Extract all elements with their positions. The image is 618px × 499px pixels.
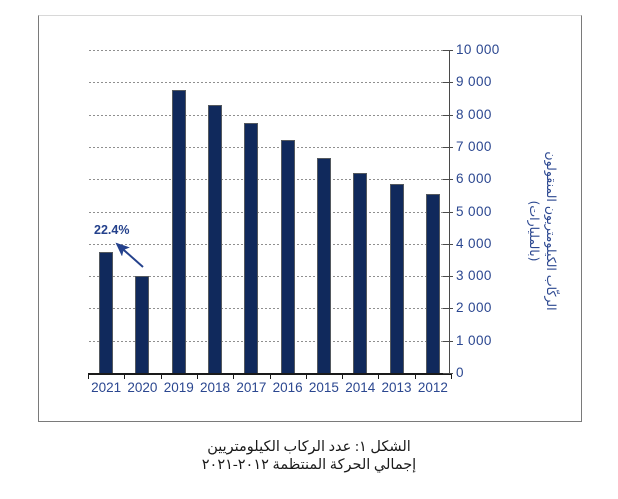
x-tick-labels-layer: 2021 2020 2019 2018 2017 2016 2015 2014 2013 2012 [39,16,581,421]
bar-2017 [244,122,259,373]
y-tick-4000 [443,243,453,245]
y-tick-9000 [443,82,453,84]
x-tick-label-2017: 2017 [236,380,267,395]
figure-caption: الشكل ١: عدد الركاب الكيلومتريين إجمالي … [0,438,618,474]
y-tick-label-4000: 4 000 [456,235,492,251]
x-tick-label-2013: 2013 [381,380,412,395]
y-tick-2000 [443,308,453,310]
bar-2016 [280,140,295,373]
y-tick-8000 [443,114,453,116]
y-axis-title-line1: الركّاب الكيلومتريون المنقولون [544,151,559,311]
x-tick-label-2021: 2021 [91,380,122,395]
y-tick-label-6000: 6 000 [456,171,492,187]
x-tick-1 [124,374,126,379]
y-tick-label-0: 0 [456,365,464,380]
x-tick-9 [414,374,416,379]
y-tick-6000 [443,179,453,181]
y-tick-label-9000: 9 000 [456,74,492,90]
y-tick-label-3000: 3 000 [456,268,492,284]
y-tick-3000 [443,276,453,278]
y-tick-7000 [443,146,453,148]
x-tick-7 [342,374,344,379]
gridline-7000 [89,146,449,148]
gridline-9000 [89,82,449,84]
y-tick-5000 [443,211,453,213]
x-tick-4 [233,374,235,379]
gridline-5000 [89,211,449,213]
bar-2019 [171,90,186,373]
caption-line2: إجمالي الحركة المنتظمة ٢٠١٢-٢٠٢١ [201,457,417,473]
y-ticks-layer [39,16,581,421]
chart-frame: 0 1 000 2 000 3 000 4 000 5 000 6 000 7 000 8 00… [38,15,582,422]
y-tick-label-7000: 7 000 [456,138,492,154]
y-axis-title: الركّاب الكيلومتريون المنقولون (بالمليار… [526,125,560,337]
x-tick-label-2019: 2019 [163,380,194,395]
bars-layer [39,16,581,421]
bar-2012 [425,193,440,373]
y-tick-10000 [443,50,453,51]
gridline-8000 [89,114,449,116]
y-tick-labels-layer: 0 1 000 2 000 3 000 4 000 5 000 6 000 7 000 8 00… [39,16,581,421]
annotation-label: 22.4% [94,223,130,237]
x-tick-label-2018: 2018 [200,380,231,395]
gridline-3000 [89,276,449,278]
bar-2015 [316,158,331,373]
x-tick-10 [451,374,452,379]
caption-line1: الشكل ١: عدد الركاب الكيلومتريين [207,439,411,455]
gridline-4000 [89,243,449,245]
x-tick-2 [160,374,162,379]
x-ticks-layer [39,16,581,421]
y-tick-label-8000: 8 000 [456,106,492,122]
x-tick-label-2020: 2020 [127,380,158,395]
gridline-10000 [89,50,449,51]
x-tick-label-2015: 2015 [308,380,339,395]
bar-2018 [208,104,223,373]
gridline-6000 [89,179,449,181]
bar-2014 [353,172,368,373]
x-tick-3 [196,374,198,379]
y-tick-label-1000: 1 000 [456,332,492,348]
y-tick-label-5000: 5 000 [456,203,492,219]
gridlines-layer [39,16,581,421]
gridline-2000 [89,308,449,310]
x-tick-5 [269,374,271,379]
bar-2021 [99,251,114,373]
x-tick-6 [305,374,307,379]
y-axis-title-line2: (بالمليارات) [527,200,542,262]
y-tick-0 [443,373,453,374]
y-tick-label-2000: 2 000 [456,300,492,316]
y-tick-1000 [443,340,453,342]
bar-2020 [135,276,150,373]
bar-2013 [389,184,404,373]
x-tick-8 [378,374,380,379]
x-tick-label-2014: 2014 [345,380,376,395]
x-tick-label-2012: 2012 [417,380,448,395]
gridline-1000 [89,340,449,342]
y-tick-label-10000: 10 000 [456,42,500,57]
x-tick-0 [88,374,89,379]
x-tick-label-2016: 2016 [272,380,303,395]
